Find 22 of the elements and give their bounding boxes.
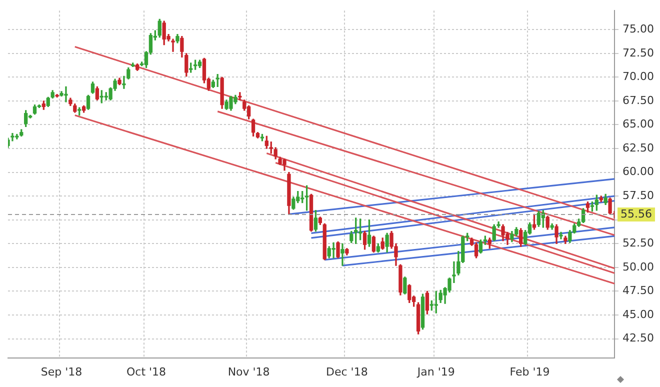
x-tick-label: Oct '18 [126,365,166,378]
y-tick-label: 62.50 [622,141,654,154]
y-tick-label: 70.00 [622,70,654,84]
y-tick-label: 47.50 [622,284,654,298]
y-tick-label: 72.50 [622,46,654,60]
y-tick-label: 42.50 [622,332,654,345]
y-tick-label: 45.00 [622,308,654,321]
y-tick-label: 67.50 [622,94,654,107]
ref-line-label: 55.56 [620,207,652,220]
y-tick-label: 52.50 [622,236,654,250]
y-tick-label: 57.50 [622,188,654,202]
x-tick-label: Jan '19 [416,365,455,378]
x-tick-label: Dec '18 [326,365,368,378]
y-tick-label: 65.00 [622,118,654,131]
x-tick-label: Sep '18 [40,365,82,378]
y-tick-label: 60.00 [622,165,654,178]
candlestick [340,243,344,266]
x-tick-label: Nov '18 [228,365,270,378]
candlestick [332,242,336,258]
y-tick-label: 75.00 [622,22,654,36]
x-tick-label: Feb '19 [510,365,550,378]
y-tick-label: 50.00 [622,260,654,274]
